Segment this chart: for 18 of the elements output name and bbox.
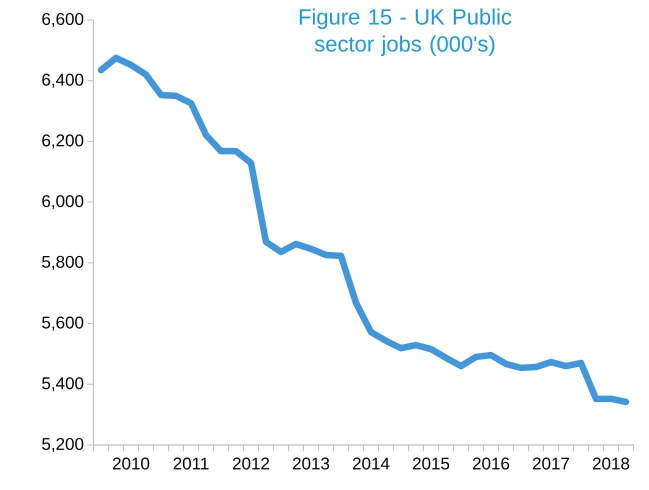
- chart-title: Figure 15 - UK Public sector jobs (000's): [300, 8, 512, 56]
- x-tick-label: 2017: [532, 458, 570, 470]
- y-tick-label: 5,400: [42, 377, 84, 392]
- x-tick-label: 2011: [174, 458, 208, 470]
- y-tick-label: 6,600: [42, 12, 84, 28]
- y-tick-label: 6,000: [42, 195, 84, 210]
- y-tick-label: 5,200: [42, 438, 84, 452]
- x-tick-label: 2015: [412, 458, 450, 470]
- x-tick-label: 2016: [472, 458, 510, 470]
- y-tick-label: 6,400: [42, 74, 84, 88]
- y-tick-label: 5,800: [42, 256, 84, 270]
- x-tick-label: 2018: [592, 458, 630, 470]
- y-tick-label: 6,200: [42, 134, 84, 148]
- x-tick-label: 2010: [112, 458, 150, 470]
- x-tick-label: 2013: [292, 458, 330, 470]
- x-tick-label: 2012: [232, 458, 270, 470]
- y-tick-label: 5,600: [42, 316, 84, 331]
- x-tick-label: 2014: [352, 458, 390, 470]
